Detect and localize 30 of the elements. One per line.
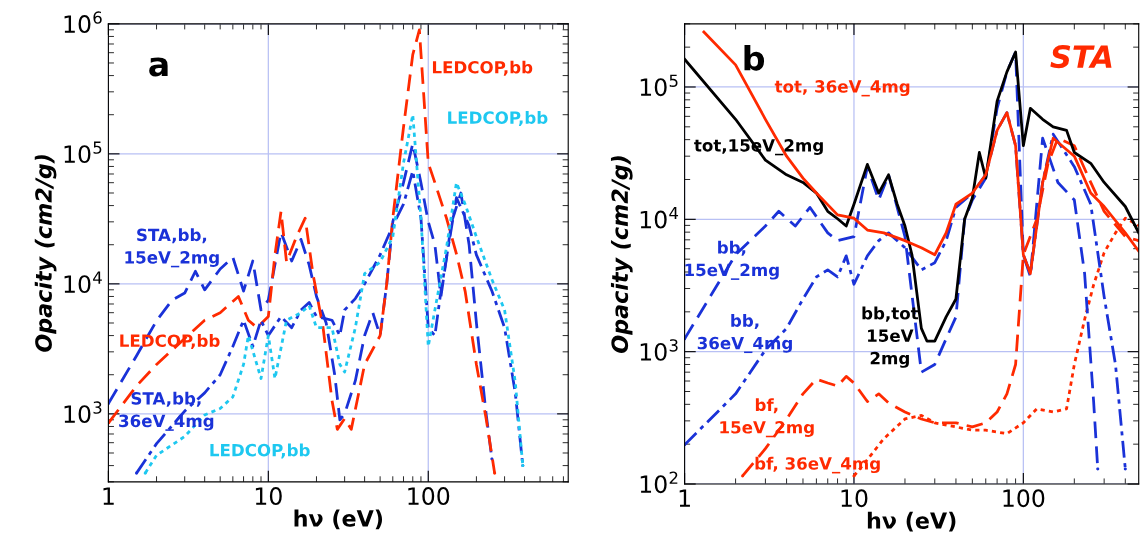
y-tick-label: 10$^{3}$: [640, 339, 678, 361]
x-axis-title: hν (eV): [867, 511, 956, 532]
y-tick-label: 10$^{2}$: [640, 471, 678, 494]
y-tick-label: 10$^{5}$: [64, 141, 102, 163]
x-axis-title: hν (eV): [294, 509, 383, 530]
annotation: b: [744, 44, 765, 71]
x-tick-label: 100: [1003, 489, 1045, 508]
y-axis-title: Opacity (cm2/g): [610, 156, 633, 353]
x-tick-label: 10: [841, 489, 868, 508]
y-tick-label: 10$^{5}$: [640, 74, 678, 97]
y-tick-label: 10$^{4}$: [64, 271, 102, 293]
x-tick-label: 10: [255, 487, 282, 505]
annotation: STA: [1050, 45, 1112, 69]
annotation: tot, 36eV_4mg: [774, 80, 910, 97]
y-tick-label: 10$^{6}$: [64, 11, 102, 33]
y-tick-label: 10$^{4}$: [640, 207, 679, 229]
annotation: a: [149, 57, 168, 77]
annotation: LEDCOP,bb: [432, 60, 533, 76]
y-axis-title: Opacity (cm2/g): [34, 155, 57, 352]
annotation: LEDCOP,bb: [210, 443, 310, 459]
annotation: bf, 36eV_4mg: [755, 456, 880, 474]
annotation: STA,bb, 15eV_2mg: [125, 228, 219, 268]
x-tick-label: 100: [408, 487, 450, 505]
y-tick-label: 10$^{3}$: [64, 401, 102, 423]
annotation: bb, 36eV_4mg: [697, 314, 792, 354]
annotation: bb,tot 15eV 2mg: [862, 306, 919, 368]
x-tick-label: 1: [679, 489, 690, 507]
x-tick-label: 1: [103, 487, 114, 505]
annotation: STA,bb, 36eV_4mg: [119, 391, 214, 431]
annotation: LEDCOP,bb: [448, 111, 548, 127]
